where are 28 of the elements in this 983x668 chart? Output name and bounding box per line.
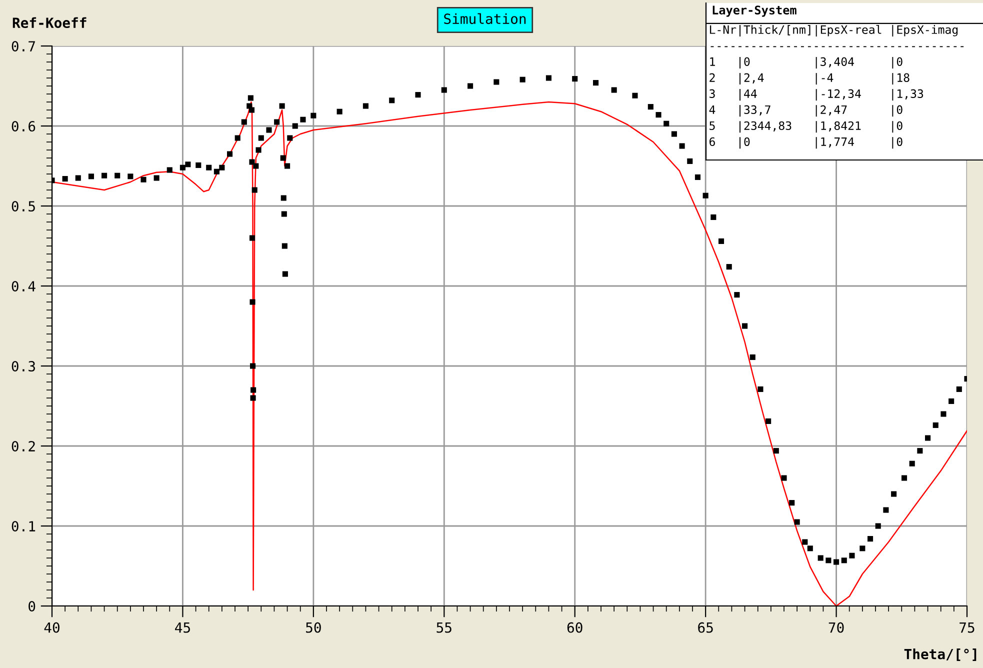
annotation: 3 |44 |-12,34 |1,33 (710, 89, 924, 101)
x-tick-label: 65 (698, 622, 713, 633)
y-tick-label: 0.7 (12, 41, 35, 52)
x-tick-label: 70 (828, 622, 844, 633)
y-tick-label: 0.3 (12, 361, 35, 372)
text: L-Nr|Thick/[nm]|EpsX-real |EpsX-imag (710, 24, 958, 37)
annotation: 1 |0 |3,404 |0 (710, 57, 902, 69)
text: Simulation (444, 13, 526, 24)
y-tick-label: 0.4 (12, 281, 36, 292)
annotation: 5 |2344,83 |1,8421 |0 (710, 121, 902, 133)
x-tick-label: 45 (175, 622, 190, 633)
y-tick-label: 0.2 (12, 441, 35, 452)
x-tick-label: 60 (567, 622, 582, 633)
x-tick-label: 50 (306, 622, 321, 633)
annotation: 6 |0 |1,774 |0 (710, 137, 902, 149)
x-tick-label: 55 (436, 622, 452, 633)
y-axis-title: Ref-Koeff (12, 17, 86, 28)
annotation: ------------------------------------- (710, 46, 964, 48)
annotation: 4 |33,7 |2,47 |0 (709, 105, 902, 117)
y-tick-label: 0 (28, 601, 36, 612)
text: Layer-System (712, 6, 796, 17)
x-tick-label: 75 (960, 622, 974, 633)
y-tick-label: 0.6 (12, 121, 36, 132)
x-axis-title: Theta/[°] (904, 648, 976, 661)
y-tick-label: 0.5 (12, 201, 35, 212)
x-tick-label: 40 (44, 622, 60, 633)
annotation: 2 |2,4 |-4 |18 (710, 73, 910, 85)
y-tick-label: 0.1 (12, 521, 36, 532)
